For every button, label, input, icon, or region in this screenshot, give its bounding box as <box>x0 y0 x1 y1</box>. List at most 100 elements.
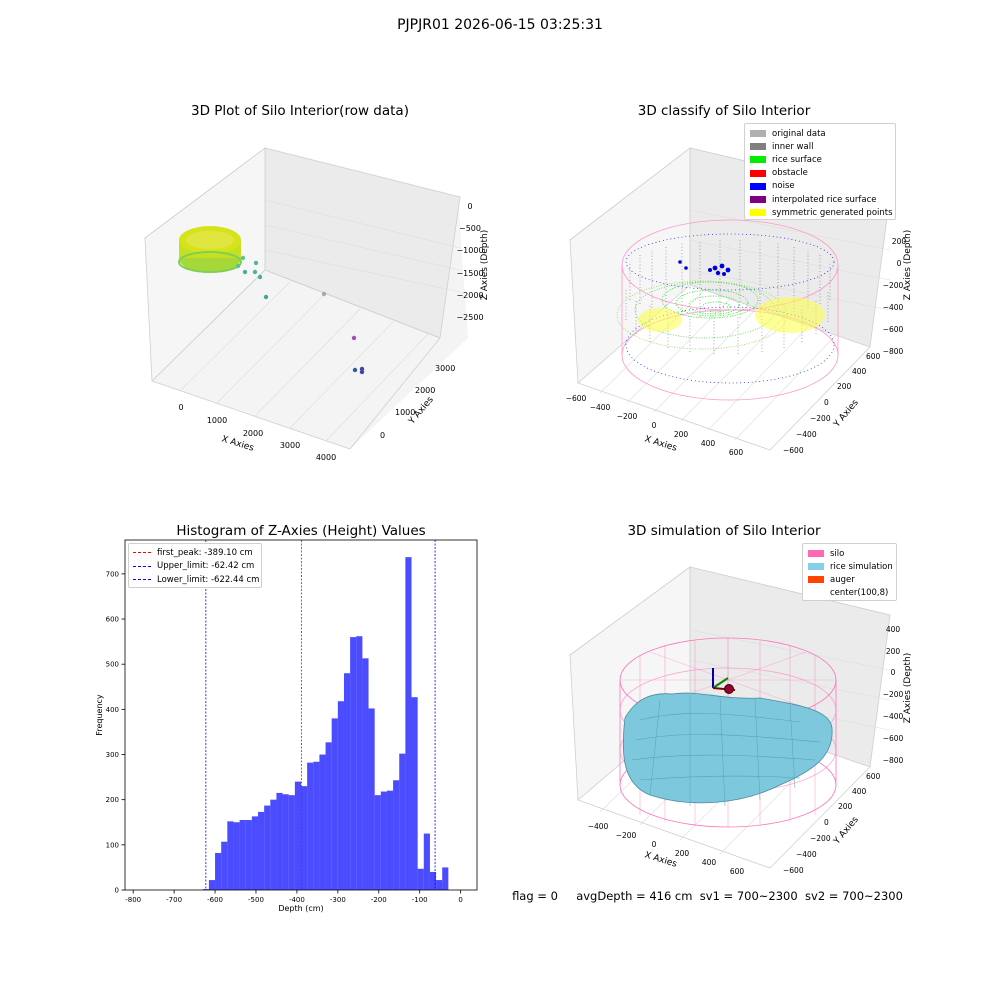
legend-swatch <box>750 130 766 138</box>
classify-grid <box>599 209 891 441</box>
simulation-rice-surface <box>622 692 833 807</box>
simulation-z-tick: 200 <box>886 647 901 656</box>
histogram-frame <box>124 539 478 891</box>
legend-entry: obstacle <box>750 167 808 180</box>
classify-legend: original data inner wall rice surface obsta… <box>744 123 896 220</box>
raw-z-label: Z Axies (Depth) <box>480 230 490 301</box>
simulation-y-tick: 0 <box>824 818 829 827</box>
legend-swatch <box>750 143 766 151</box>
histogram-bar <box>374 795 381 890</box>
raw-z-tick: −500 <box>459 224 481 233</box>
classify-symmetric-points <box>638 297 825 333</box>
classify-y-tick: 600 <box>866 352 881 361</box>
histogram-bar <box>436 880 443 890</box>
histogram-y-tick-label: 400 <box>106 706 119 714</box>
histogram-bar <box>264 805 271 890</box>
raw-z-tick: −2500 <box>456 313 483 322</box>
raw-x-tick: 1000 <box>207 416 227 425</box>
classify-y-tick: −600 <box>783 446 804 455</box>
histogram-bar <box>380 791 387 890</box>
histogram-bars <box>202 557 449 890</box>
simulation-y-tick: 400 <box>852 787 867 796</box>
simulation-legend: silo rice simulation auger center(100,8) <box>802 543 897 601</box>
histogram-legend-label: Upper_limit: -62.42 cm <box>157 561 255 571</box>
simulation-z-tick: −800 <box>883 756 904 765</box>
histogram-x-tick-label: -300 <box>330 896 346 904</box>
classify-x-tick: 400 <box>701 439 716 448</box>
classify-y-label: Y Axies <box>832 398 861 430</box>
legend-label: noise <box>772 181 795 192</box>
histogram-bar <box>276 792 283 890</box>
histogram-bar <box>429 871 437 890</box>
histogram-legend: first_peak: -389.10 cm Upper_limit: -62.4… <box>128 543 262 588</box>
legend-entry: interpolated rice surface <box>750 193 877 206</box>
histogram-bar <box>208 880 216 890</box>
histogram-x-tick-label: -200 <box>371 896 387 904</box>
legend-entry: inner wall <box>750 140 813 153</box>
simulation-x-tick: 600 <box>730 867 745 876</box>
histogram-legend-entry: first_peak: -389.10 cm <box>133 546 253 559</box>
figure-title: PJPJR01 2026-06-15 03:25:31 <box>397 17 603 33</box>
legend-entry: rice simulation <box>808 560 893 573</box>
raw-3d-plot: 0 1000 2000 3000 4000 X Axies 0 1000 200… <box>143 147 490 462</box>
simulation-x-label: X Axies <box>643 850 678 869</box>
histogram-legend-line <box>133 552 151 553</box>
classify-z-tick: 0 <box>897 259 902 268</box>
legend-label: rice simulation <box>830 561 893 572</box>
simulation-z-tick: 400 <box>886 625 901 634</box>
classify-y-tick: 200 <box>837 382 852 391</box>
histogram-legend-line <box>133 579 151 580</box>
histogram-x-tick-label: -800 <box>125 896 141 904</box>
histogram-bar <box>319 754 326 890</box>
legend-swatch <box>750 196 766 204</box>
histogram-bar <box>442 867 449 890</box>
histogram-x-label: Depth (cm) <box>278 904 323 913</box>
histogram-y-tick-label: 500 <box>106 661 119 669</box>
legend-swatch <box>808 563 824 571</box>
histogram-x-tick-label: -700 <box>166 896 182 904</box>
simulation-y-tick: 600 <box>866 772 881 781</box>
simulation-auger-axes <box>712 668 736 694</box>
histogram-bar <box>301 786 308 890</box>
histogram-y-tick-label: 0 <box>115 887 119 895</box>
raw-silo-surface-points <box>178 226 242 273</box>
classify-x-tick: −400 <box>590 403 611 412</box>
classify-z-tick: −200 <box>883 281 904 290</box>
raw-z-tick: −1000 <box>456 246 483 255</box>
classify-x-tick: 200 <box>674 430 689 439</box>
histogram-bar <box>221 841 228 890</box>
raw-y-tick: 1000 <box>395 408 415 417</box>
histogram-bar <box>356 636 363 890</box>
classify-x-tick: 600 <box>729 448 744 457</box>
legend-entry: noise <box>750 180 795 193</box>
legend-label: rice surface <box>772 154 822 165</box>
histogram-legend-line <box>133 565 151 567</box>
raw-y-tick: 0 <box>380 431 385 440</box>
simulation-z-tick: −200 <box>883 690 904 699</box>
classify-3d-plot: −600 −400 −200 0 200 400 600 X Axies −60… <box>566 147 913 457</box>
histogram-x-ticks: -800 -700 -600 -500 -400 -300 -200 -100 0 <box>125 890 463 904</box>
legend-swatch <box>808 590 824 597</box>
histogram-bar <box>368 708 375 890</box>
histogram-bar <box>202 889 209 890</box>
histogram-y-tick-label: 100 <box>106 841 119 849</box>
classify-z-tick: −600 <box>883 325 904 334</box>
classify-z-tick: 200 <box>892 237 907 246</box>
raw-x-tick: 3000 <box>280 441 300 450</box>
raw-y-tick: 3000 <box>435 364 455 373</box>
histogram-bar <box>313 761 320 890</box>
simulation-z-tick: 0 <box>891 668 896 677</box>
classify-plot-title: 3D classify of Silo Interior <box>637 103 811 119</box>
histogram-bar <box>307 762 314 890</box>
legend-swatch <box>750 156 766 164</box>
legend-label: symmetric generated points <box>772 207 893 218</box>
legend-entry: auger <box>808 573 855 586</box>
histogram-bar <box>393 780 400 890</box>
classify-z-tick: −400 <box>883 303 904 312</box>
histogram-bar <box>282 794 289 890</box>
histogram-bar <box>411 697 418 890</box>
simulation-x-tick: −400 <box>588 822 609 831</box>
raw-x-tick: 4000 <box>316 453 336 462</box>
histogram-bar <box>227 821 234 890</box>
legend-entry: silo <box>808 547 844 560</box>
